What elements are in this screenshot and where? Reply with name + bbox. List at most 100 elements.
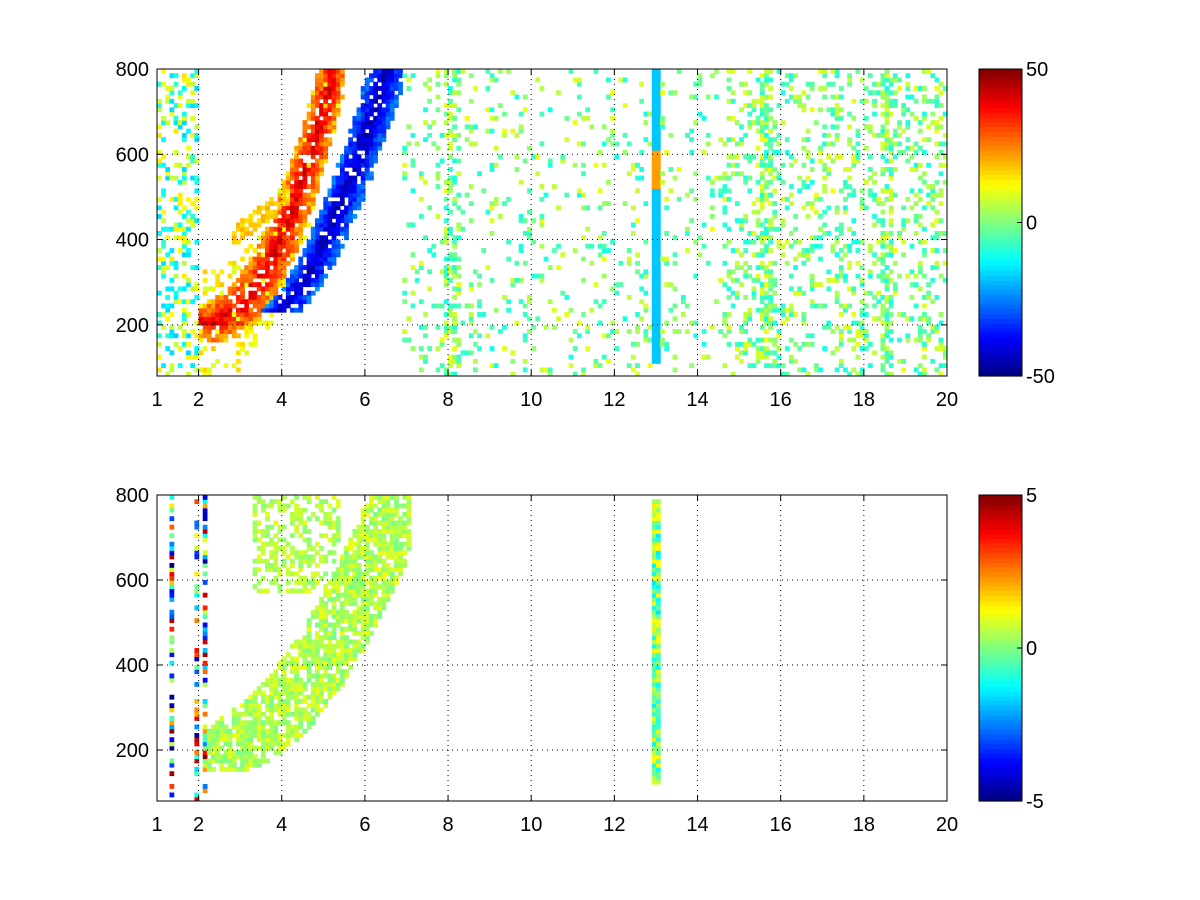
heatmap-cell <box>302 265 308 271</box>
heatmap-cell <box>298 273 304 279</box>
heatmap-cell <box>327 635 333 641</box>
heatmap-cell <box>177 201 183 207</box>
heatmap-cell <box>655 775 661 781</box>
heatmap-cell <box>273 541 279 547</box>
heatmap-cell <box>281 269 287 275</box>
heatmap-cell <box>651 358 657 364</box>
heatmap-cell <box>285 171 291 177</box>
heatmap-cell <box>539 184 545 189</box>
heatmap-cell <box>360 533 366 539</box>
heatmap-cell <box>855 141 861 147</box>
heatmap-cell <box>697 235 703 241</box>
heatmap-cell <box>539 213 545 219</box>
heatmap-cell <box>373 584 378 590</box>
heatmap-cell <box>248 277 254 283</box>
heatmap-cell <box>281 286 287 292</box>
heatmap-cell <box>306 260 312 266</box>
heatmap-cell <box>240 745 245 751</box>
heatmap-cell <box>360 184 366 189</box>
heatmap-cell <box>319 260 324 266</box>
heatmap-cell <box>884 73 890 79</box>
heatmap-cell <box>868 167 873 172</box>
heatmap-cell <box>655 507 661 513</box>
heatmap-cell <box>518 243 524 249</box>
heatmap-cell <box>651 669 657 675</box>
heatmap-cell <box>323 141 329 147</box>
heatmap-cell <box>206 733 212 738</box>
heatmap-cell <box>452 201 457 207</box>
heatmap-cell <box>676 167 682 172</box>
heatmap-cell <box>693 333 699 339</box>
heatmap-cell <box>381 111 387 117</box>
heatmap-cell <box>884 141 890 147</box>
heatmap-cell <box>302 128 308 134</box>
heatmap-cell <box>285 218 291 224</box>
heatmap-cell <box>443 371 449 376</box>
heatmap-cell <box>265 745 270 751</box>
heatmap-cell <box>859 188 865 194</box>
heatmap-cell <box>402 495 408 500</box>
heatmap-cell <box>161 260 166 266</box>
heatmap-cell <box>809 205 815 211</box>
heatmap-cell <box>938 103 944 108</box>
colorbar-swatch <box>979 208 1022 214</box>
heatmap-cell <box>398 86 403 91</box>
heatmap-cell <box>273 677 279 683</box>
heatmap-cell <box>298 550 304 556</box>
heatmap-cell <box>759 260 765 266</box>
heatmap-cell <box>223 303 229 309</box>
heatmap-cell <box>851 192 857 198</box>
heatmap-cell <box>231 269 237 275</box>
heatmap-cell <box>381 86 387 91</box>
heatmap-cell <box>169 597 175 602</box>
heatmap-cell <box>651 609 657 615</box>
heatmap-cell <box>539 111 545 117</box>
heatmap-cell <box>784 239 790 245</box>
heatmap-cell <box>352 128 358 134</box>
heatmap-cell <box>801 162 807 168</box>
colorbar-swatch <box>979 308 1022 315</box>
heatmap-cell <box>834 273 840 279</box>
heatmap-cell <box>157 150 162 155</box>
heatmap-cell <box>764 196 769 202</box>
heatmap-cell <box>772 226 778 232</box>
heatmap-cell <box>294 516 299 522</box>
heatmap-cell <box>310 154 316 160</box>
heatmap-cell <box>310 167 316 172</box>
heatmap-cell <box>277 248 283 253</box>
heatmap-cell <box>685 192 690 198</box>
heatmap-cell <box>443 329 449 334</box>
heatmap-cell <box>901 218 907 224</box>
heatmap-cell <box>294 192 299 198</box>
colorbar-swatch <box>979 714 1022 721</box>
heatmap-cell <box>884 329 890 334</box>
heatmap-cell <box>315 635 320 641</box>
heatmap-cell <box>759 239 765 245</box>
heatmap-cell <box>435 69 441 74</box>
heatmap-cell <box>294 218 299 224</box>
heatmap-cell <box>306 269 312 275</box>
heatmap-cell <box>181 299 187 305</box>
heatmap-cell <box>743 81 749 87</box>
heatmap-cell <box>789 243 794 249</box>
heatmap-cell <box>348 558 354 564</box>
heatmap-cell <box>265 758 270 764</box>
colorbar-swatch <box>979 542 1022 549</box>
heatmap-cell <box>323 516 329 522</box>
heatmap-cell <box>310 175 316 181</box>
heatmap-cell <box>764 269 769 275</box>
heatmap-cell <box>868 124 873 130</box>
heatmap-cell <box>772 350 778 356</box>
heatmap-cell <box>252 571 258 577</box>
heatmap-cell <box>281 656 287 662</box>
heatmap-cell <box>888 231 894 236</box>
heatmap-cell <box>273 741 279 747</box>
heatmap-cell <box>868 363 873 369</box>
heatmap-cell <box>215 273 220 279</box>
heatmap-cell <box>294 707 299 713</box>
heatmap-cell <box>460 226 466 232</box>
heatmap-cell <box>310 196 316 202</box>
heatmap-cell <box>202 503 208 509</box>
heatmap-cell <box>651 222 657 228</box>
heatmap-cell <box>651 154 657 160</box>
